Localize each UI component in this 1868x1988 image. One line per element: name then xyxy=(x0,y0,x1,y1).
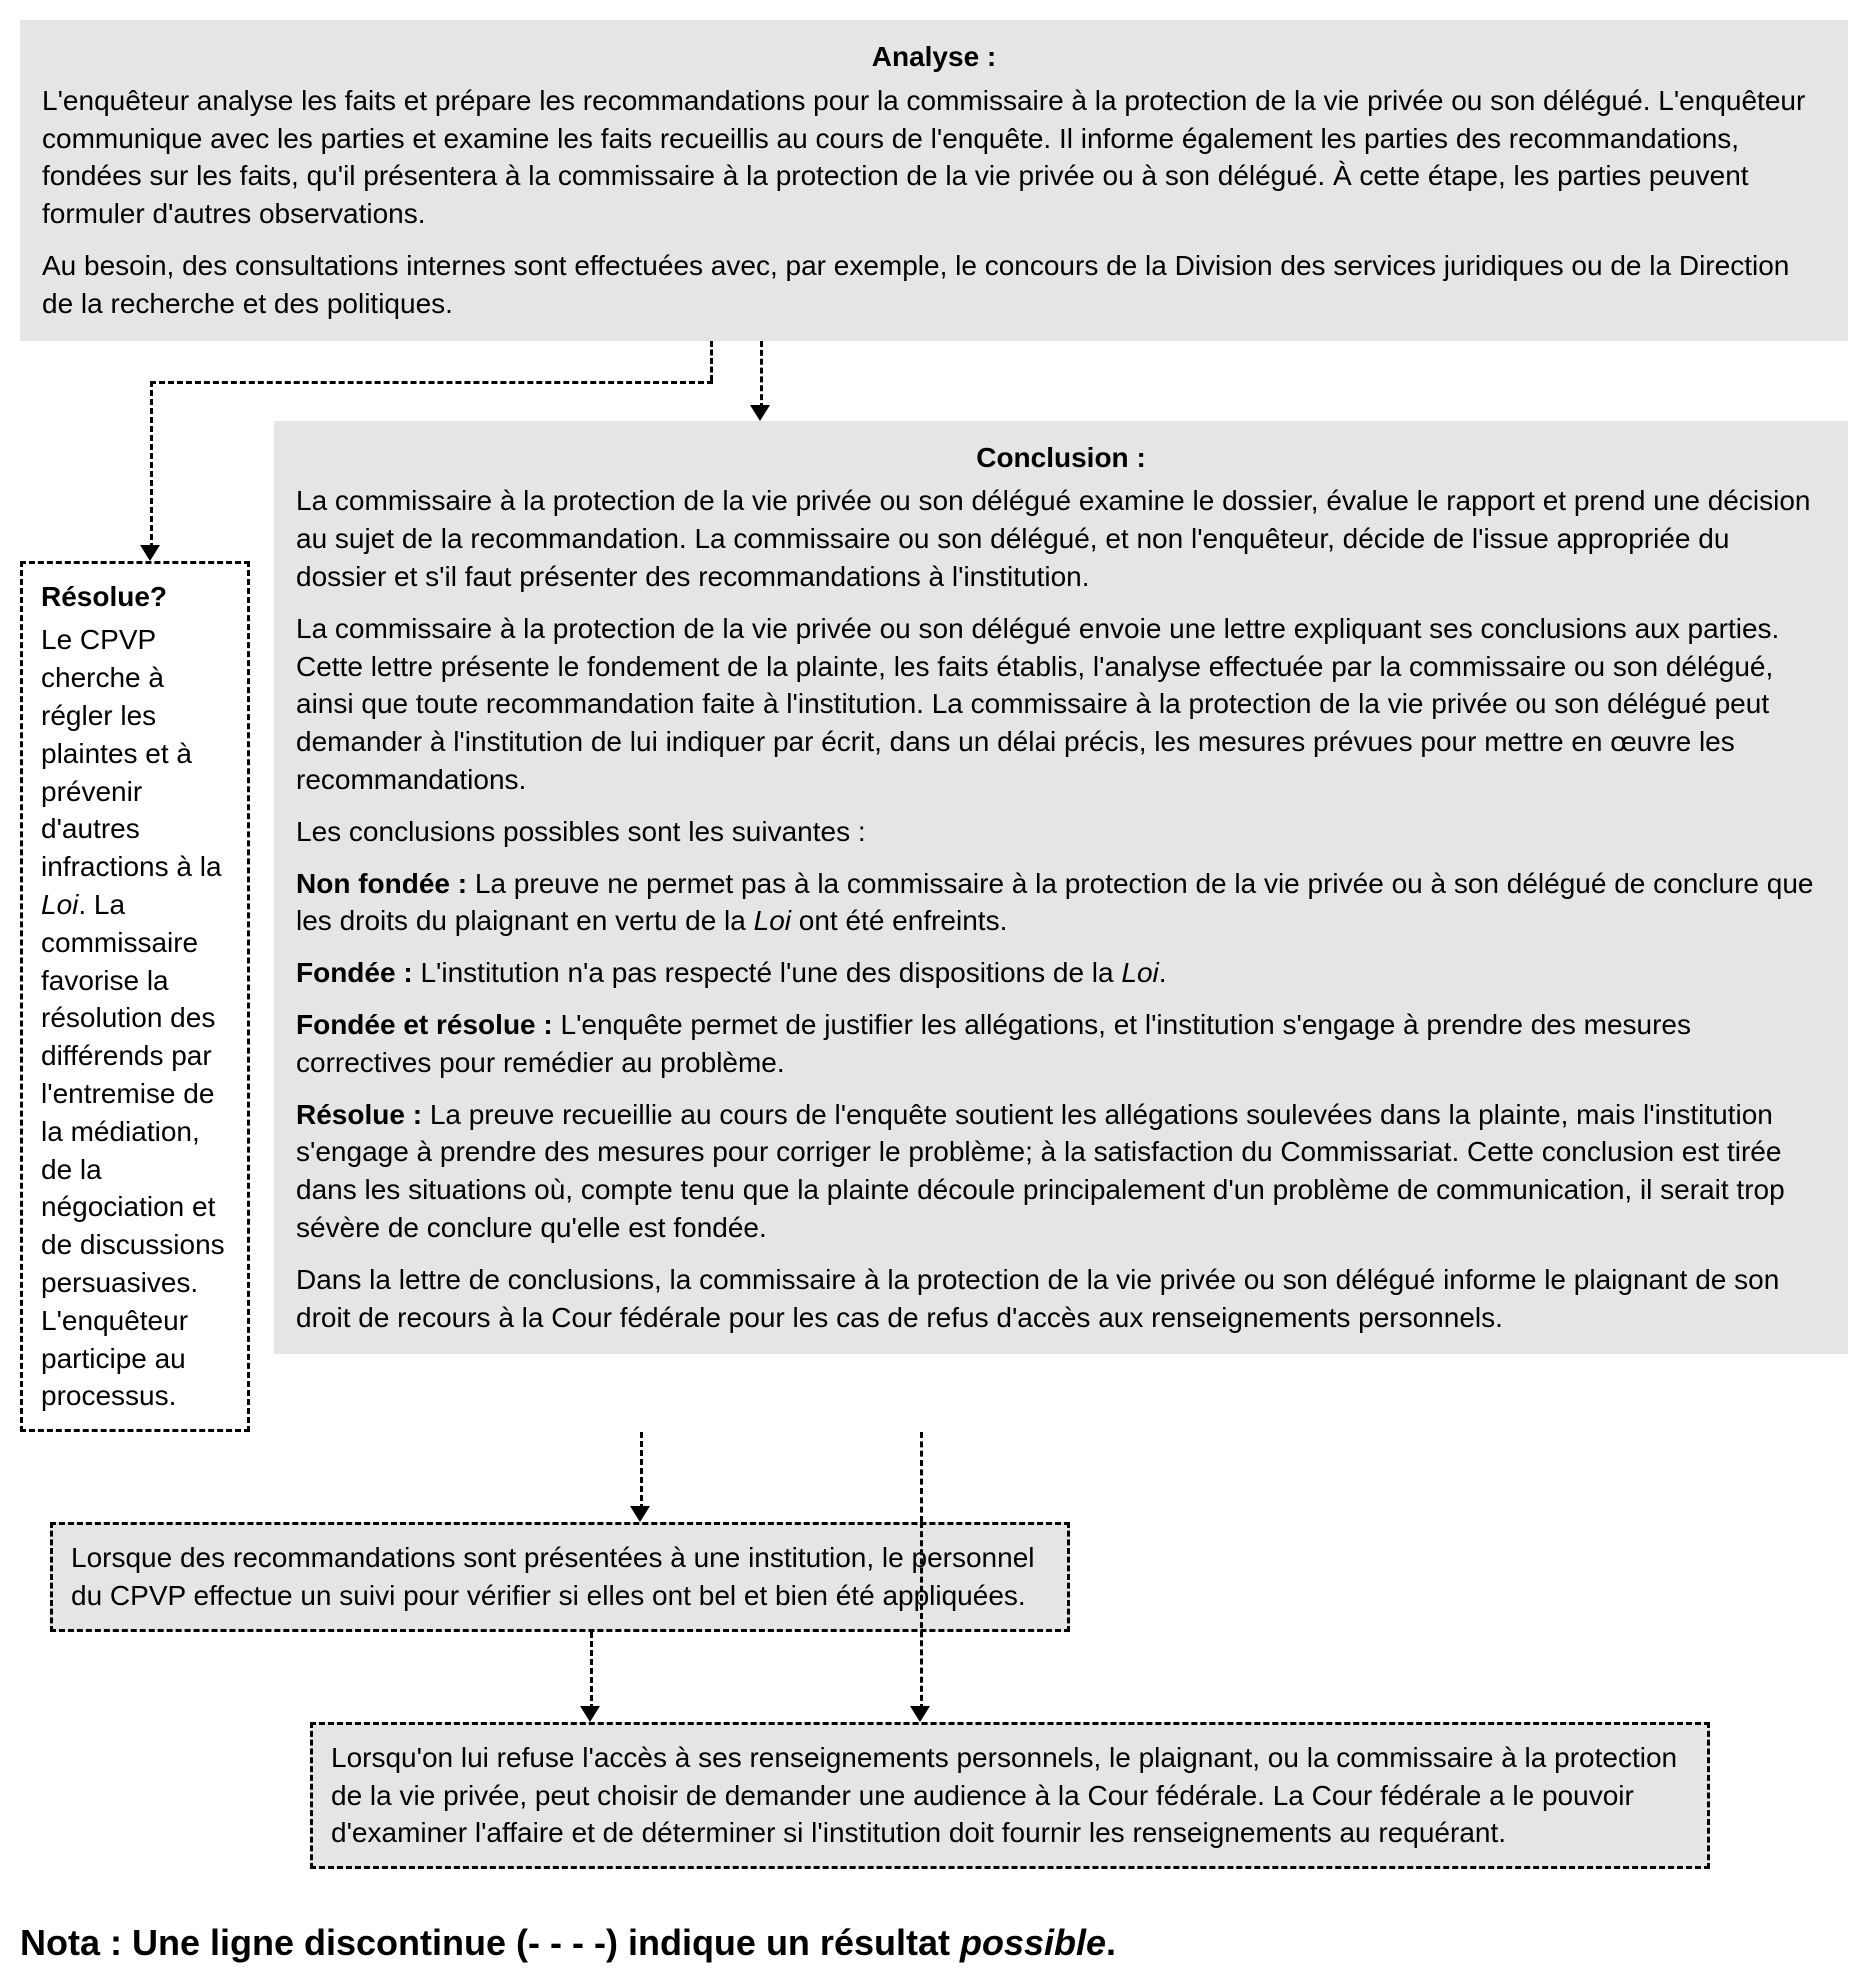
analyse-p1: L'enquêteur analyse les faits et prépare… xyxy=(42,82,1826,233)
arrows-conclusion-down xyxy=(20,1432,1848,1522)
resolue-arrow xyxy=(20,421,250,561)
conclusion-fondee-resolue: Fondée et résolue : L'enquête permet de … xyxy=(296,1006,1826,1082)
main-row: Résolue? Le CPVP cherche à régler les pl… xyxy=(20,421,1848,1433)
conclusion-box: Conclusion : La commissaire à la protect… xyxy=(274,421,1848,1355)
arrows-analyse-down xyxy=(20,341,1848,421)
conclusion-title: Conclusion : xyxy=(296,439,1826,477)
resolue-body: Le CPVP cherche à régler les plaintes et… xyxy=(41,621,229,1415)
analyse-p2: Au besoin, des consultations internes so… xyxy=(42,247,1826,323)
conclusion-non-fondee: Non fondée : La preuve ne permet pas à l… xyxy=(296,865,1826,941)
analyse-title: Analyse : xyxy=(42,38,1826,76)
conclusion-p4: Dans la lettre de conclusions, la commis… xyxy=(296,1261,1826,1337)
nota-line: Nota : Une ligne discontinue (- - - -) i… xyxy=(20,1919,1848,1968)
resolue-column: Résolue? Le CPVP cherche à régler les pl… xyxy=(20,421,250,1433)
arrows-followup-down xyxy=(20,1632,1848,1722)
conclusion-fondee: Fondée : L'institution n'a pas respecté … xyxy=(296,954,1826,992)
conclusion-p1: La commissaire à la protection de la vie… xyxy=(296,482,1826,595)
resolue-title: Résolue? xyxy=(41,578,229,616)
conclusion-p3: Les conclusions possibles sont les suiva… xyxy=(296,813,1826,851)
court-box: Lorsqu'on lui refuse l'accès à ses rense… xyxy=(310,1722,1710,1869)
analyse-box: Analyse : L'enquêteur analyse les faits … xyxy=(20,20,1848,341)
conclusion-p2: La commissaire à la protection de la vie… xyxy=(296,610,1826,799)
followup-text: Lorsque des recommandations sont présent… xyxy=(71,1539,1049,1615)
resolue-box: Résolue? Le CPVP cherche à régler les pl… xyxy=(20,561,250,1433)
followup-box: Lorsque des recommandations sont présent… xyxy=(50,1522,1070,1632)
conclusion-resolue: Résolue : La preuve recueillie au cours … xyxy=(296,1096,1826,1247)
court-text: Lorsqu'on lui refuse l'accès à ses rense… xyxy=(331,1739,1689,1852)
